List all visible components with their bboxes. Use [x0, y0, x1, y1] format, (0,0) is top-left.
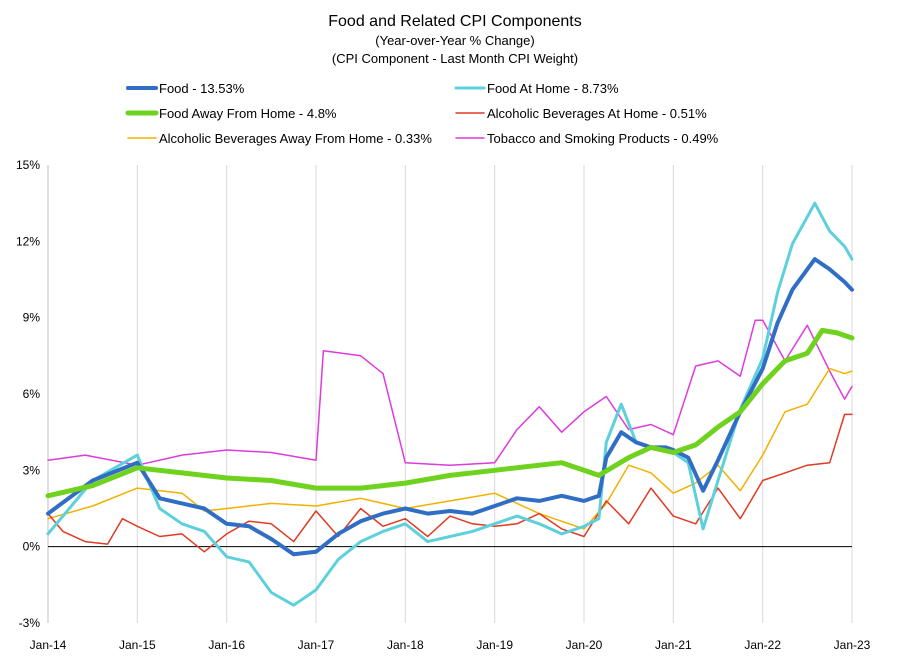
- y-tick-6: 6%: [23, 387, 41, 401]
- x-tick-jan-14: Jan-14: [30, 638, 67, 652]
- legend-label-alcohol-home: Alcoholic Beverages At Home - 0.51%: [487, 106, 707, 121]
- series-line-food-away-from-home: [45, 327, 855, 499]
- x-tick-jan-16: Jan-16: [208, 638, 245, 652]
- chart-subtitle-1: (Year-over-Year % Change): [375, 33, 534, 48]
- x-tick-jan-20: Jan-20: [566, 638, 603, 652]
- series-line-alcoholic-beverages-at-home: [47, 413, 853, 553]
- vertical-gridlines: [136, 165, 764, 623]
- series-line-food: [46, 257, 854, 557]
- y-tick-15: 15%: [16, 158, 40, 172]
- x-tick-jan-21: Jan-21: [655, 638, 692, 652]
- x-tick-labels: Jan-14 Jan-15 Jan-16 Jan-17 Jan-18 Jan-19 Jan-…: [30, 638, 871, 652]
- series-line-tobacco-and-smoking-products: [47, 319, 853, 466]
- series-line-food-at-home: [46, 201, 854, 607]
- x-tick-jan-17: Jan-17: [298, 638, 335, 652]
- chart-subtitle-2: (CPI Component - Last Month CPI Weight): [332, 51, 578, 66]
- x-tick-jan-23: Jan-23: [834, 638, 871, 652]
- series-lines: [45, 201, 855, 607]
- y-tick-9: 9%: [23, 311, 41, 325]
- x-tick-jan-22: Jan-22: [744, 638, 781, 652]
- legend: Food - 13.53% Food At Home - 8.73% Food …: [125, 81, 719, 146]
- legend-label-food-at-home: Food At Home - 8.73%: [487, 81, 619, 96]
- axes: [47, 165, 853, 623]
- x-tick-jan-15: Jan-15: [119, 638, 156, 652]
- chart-title: Food and Related CPI Components: [328, 13, 581, 30]
- y-tick-3: -3%: [19, 616, 41, 630]
- y-tick-12: 12%: [16, 234, 40, 248]
- y-tick-3: 3%: [23, 463, 41, 477]
- legend-label-tobacco: Tobacco and Smoking Products - 0.49%: [487, 131, 719, 146]
- legend-label-alcohol-away: Alcoholic Beverages Away From Home - 0.3…: [159, 131, 432, 146]
- x-tick-jan-18: Jan-18: [387, 638, 424, 652]
- legend-label-food-away: Food Away From Home - 4.8%: [159, 106, 337, 121]
- y-tick-labels: -3% 0% 3% 6% 9% 12% 15%: [16, 158, 40, 630]
- y-tick-0: 0%: [23, 540, 41, 554]
- series-line-alcoholic-beverages-away-from-home: [47, 367, 853, 530]
- legend-label-food: Food - 13.53%: [159, 81, 245, 96]
- x-tick-jan-19: Jan-19: [476, 638, 513, 652]
